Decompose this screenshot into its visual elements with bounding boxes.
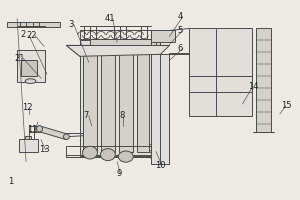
Text: 5: 5 (177, 26, 182, 35)
Ellipse shape (37, 126, 43, 132)
Bar (80, 40, 160, 156)
Bar (7, 22, 60, 27)
Text: 3: 3 (68, 20, 74, 29)
Text: 13: 13 (39, 145, 49, 154)
Bar (17, 50, 46, 82)
Bar (83, 48, 97, 152)
Bar (80, 30, 152, 39)
Text: 2: 2 (20, 30, 26, 39)
Ellipse shape (118, 151, 133, 162)
Bar (256, 28, 271, 132)
Bar (26, 136, 32, 139)
Text: 11: 11 (27, 125, 37, 134)
Text: 41: 41 (104, 14, 115, 23)
Polygon shape (66, 45, 170, 56)
Text: 8: 8 (119, 111, 124, 120)
Bar (19, 139, 38, 152)
Text: 1: 1 (8, 177, 14, 186)
Bar (118, 48, 133, 152)
Bar (66, 146, 152, 157)
Ellipse shape (100, 149, 116, 161)
Bar (189, 28, 251, 116)
Bar (101, 48, 115, 152)
Text: 4: 4 (177, 12, 182, 21)
Text: 6: 6 (177, 44, 182, 53)
Text: 10: 10 (155, 161, 166, 170)
Text: 15: 15 (280, 101, 291, 110)
Text: 12: 12 (22, 103, 33, 112)
Ellipse shape (82, 146, 98, 159)
Bar (21, 60, 38, 76)
Bar (152, 54, 169, 164)
Bar (136, 48, 148, 152)
Text: 22: 22 (27, 31, 37, 40)
Bar (152, 30, 176, 42)
Bar (90, 39, 156, 45)
Ellipse shape (63, 134, 69, 140)
Text: 14: 14 (248, 82, 258, 91)
Ellipse shape (25, 79, 36, 84)
Polygon shape (40, 126, 66, 140)
Text: 21: 21 (15, 54, 26, 63)
Text: 7: 7 (83, 111, 88, 120)
Text: 9: 9 (116, 169, 121, 178)
